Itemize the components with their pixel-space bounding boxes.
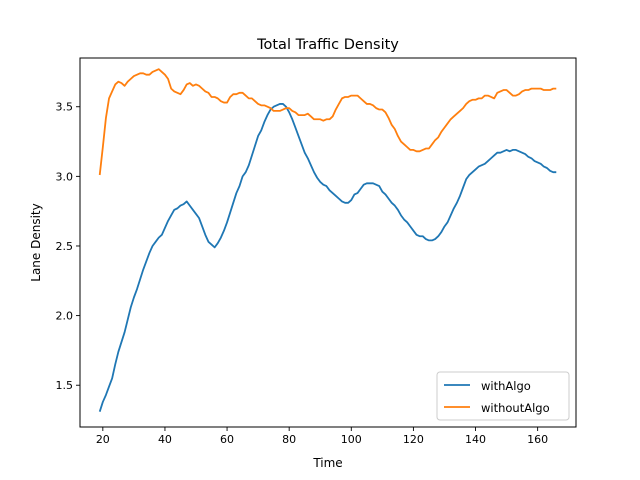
y-axis-label: Lane Density [29, 203, 43, 281]
x-tick-label: 20 [96, 433, 110, 446]
y-tick-label: 3.5 [56, 101, 74, 114]
legend: withAlgo withoutAlgo [436, 371, 570, 421]
y-tick-label: 3.0 [56, 170, 74, 183]
x-tick-label: 140 [465, 433, 486, 446]
y-tick-label: 1.5 [56, 379, 74, 392]
series-line-withAlgo [98, 103, 557, 412]
x-tick-label: 120 [403, 433, 424, 446]
legend-label-withAlgo: withAlgo [481, 379, 531, 393]
legend-box [436, 371, 570, 421]
legend-label-withoutAlgo: withoutAlgo [481, 401, 550, 415]
chart-title: Total Traffic Density [256, 37, 399, 53]
x-tick-label: 100 [341, 433, 362, 446]
plot-frame [79, 57, 577, 428]
plot-lines [98, 68, 557, 412]
y-axis: 1.5 2.0 2.5 3.0 3.5 [56, 101, 80, 392]
series-line-withoutAlgo [98, 68, 557, 176]
x-tick-label: 60 [220, 433, 234, 446]
x-axis: 20 40 60 80 100 120 140 160 [96, 427, 548, 446]
y-tick-label: 2.0 [56, 310, 74, 323]
x-tick-label: 160 [527, 433, 548, 446]
x-tick-label: 80 [282, 433, 296, 446]
y-tick-label: 2.5 [56, 240, 74, 253]
x-tick-label: 40 [158, 433, 172, 446]
x-axis-label: Time [312, 456, 342, 470]
